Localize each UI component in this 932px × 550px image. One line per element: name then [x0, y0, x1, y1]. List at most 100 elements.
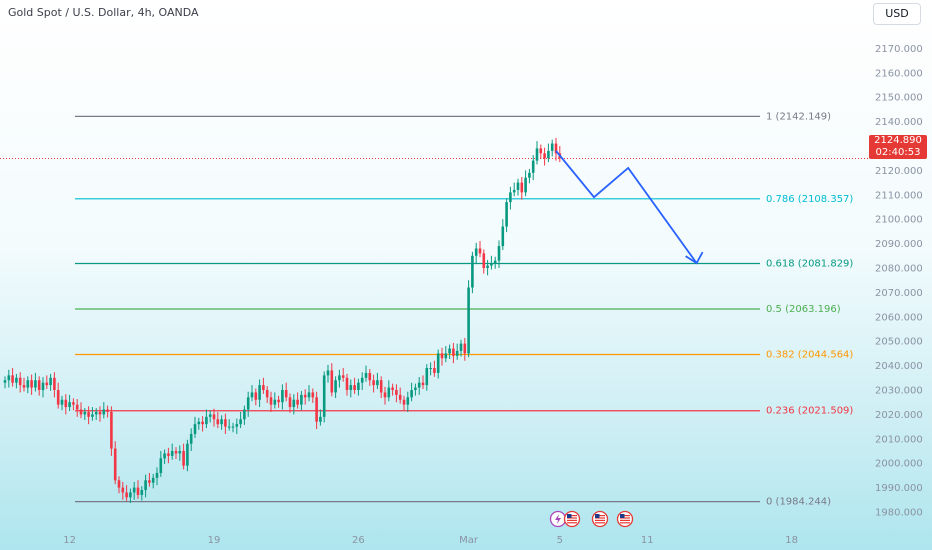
time-tick-label: 19	[208, 535, 221, 546]
candle-body	[273, 399, 277, 405]
candle-body	[516, 182, 520, 190]
candle-body	[60, 399, 64, 405]
candle-body	[387, 387, 391, 398]
candle-body	[258, 385, 261, 400]
candle-body	[34, 380, 37, 388]
candle-body	[56, 390, 60, 405]
time-tick-label: 12	[63, 535, 76, 546]
price-tick-label: 2030.000	[875, 386, 923, 397]
candle-body	[505, 202, 508, 227]
candle-body	[467, 287, 470, 354]
candle-body	[79, 409, 83, 415]
candle-body	[341, 375, 345, 378]
candle-body	[296, 399, 299, 405]
candle-body	[330, 370, 334, 393]
price-tick-label: 2050.000	[875, 337, 923, 348]
candle-body	[49, 377, 52, 386]
candle-body	[531, 160, 535, 173]
candle-body	[410, 390, 413, 398]
candle-body	[22, 385, 26, 388]
candle-body	[547, 150, 550, 159]
candle-body	[303, 394, 307, 398]
candle-body	[440, 353, 444, 359]
candle-body	[334, 380, 337, 393]
candle-body	[144, 480, 147, 491]
candle-body	[512, 189, 516, 193]
fibonacci-retracement: 1 (2142.149) 0.786 (2108.357) 0.618 (2081.…	[75, 111, 853, 508]
candle-body	[201, 421, 204, 425]
time-axis: 12 19 26 Mar 5 11 18	[63, 535, 798, 546]
candlestick-series	[3, 137, 562, 503]
candle-body	[163, 453, 166, 459]
candle-body	[125, 492, 128, 498]
candle-body	[18, 377, 22, 386]
candle-body	[167, 453, 170, 456]
price-tick-label: 2140.000	[875, 117, 923, 128]
time-tick-label: 18	[785, 535, 798, 546]
time-tick-label: 11	[641, 535, 654, 546]
candle-body	[250, 392, 254, 398]
projection-path	[555, 150, 698, 264]
fib-level-label: 0 (1984.244)	[766, 497, 831, 508]
us-flag-icon[interactable]	[616, 510, 634, 528]
candle-body	[265, 390, 269, 398]
candle-body	[550, 143, 554, 151]
candle-body	[53, 377, 56, 390]
candle-body	[148, 480, 151, 483]
candle-body	[197, 421, 201, 425]
candle-body	[189, 433, 193, 444]
candle-body	[129, 492, 132, 498]
candle-body	[11, 375, 14, 383]
price-tick-label: 2070.000	[875, 288, 923, 299]
candle-body	[3, 380, 7, 383]
fib-level-label: 0.786 (2108.357)	[766, 194, 853, 205]
candle-body	[315, 397, 318, 422]
candle-body	[493, 260, 497, 264]
candle-body	[448, 348, 451, 354]
candle-body	[121, 487, 125, 493]
price-tick-label: 2150.000	[875, 93, 923, 104]
candle-body	[178, 451, 182, 454]
lightning-event-icon[interactable]	[549, 510, 567, 528]
candle-body	[376, 380, 379, 386]
candle-body	[452, 348, 455, 356]
price-tick-label: 2000.000	[875, 459, 923, 470]
candle-body	[174, 451, 178, 454]
candle-body	[300, 394, 303, 405]
candle-body	[322, 375, 326, 417]
us-flag-icon[interactable]	[563, 510, 581, 528]
candle-body	[15, 377, 18, 383]
price-tick-label: 2040.000	[875, 361, 923, 372]
candle-body	[281, 390, 284, 403]
candle-body	[459, 343, 463, 351]
candle-body	[243, 409, 246, 420]
candle-body	[429, 368, 432, 370]
price-tick-label: 2080.000	[875, 264, 923, 275]
candle-body	[205, 416, 208, 425]
candle-body	[482, 253, 486, 268]
time-tick-label: 5	[557, 535, 563, 546]
candle-body	[64, 399, 68, 408]
time-tick-label: 26	[352, 535, 365, 546]
candle-body	[91, 414, 94, 417]
candle-body	[486, 265, 489, 268]
candle-body	[87, 411, 90, 417]
candle-body	[288, 397, 292, 408]
candle-body	[186, 443, 189, 466]
candle-body	[155, 472, 159, 478]
candle-body	[364, 372, 368, 378]
candle-body	[357, 382, 360, 390]
us-flag-icon[interactable]	[591, 510, 609, 528]
candle-body	[535, 148, 539, 161]
candle-body	[398, 394, 402, 400]
candle-body	[425, 368, 429, 386]
currency-button[interactable]: USD	[873, 3, 921, 25]
fib-level-label: 0.236 (2021.509)	[766, 406, 853, 417]
candle-body	[520, 182, 524, 193]
candle-body	[216, 419, 220, 425]
price-tick-label: 2060.000	[875, 312, 923, 323]
price-tick-label: 1990.000	[875, 483, 923, 494]
time-tick-label: Mar	[459, 535, 479, 546]
candle-body	[524, 177, 527, 193]
